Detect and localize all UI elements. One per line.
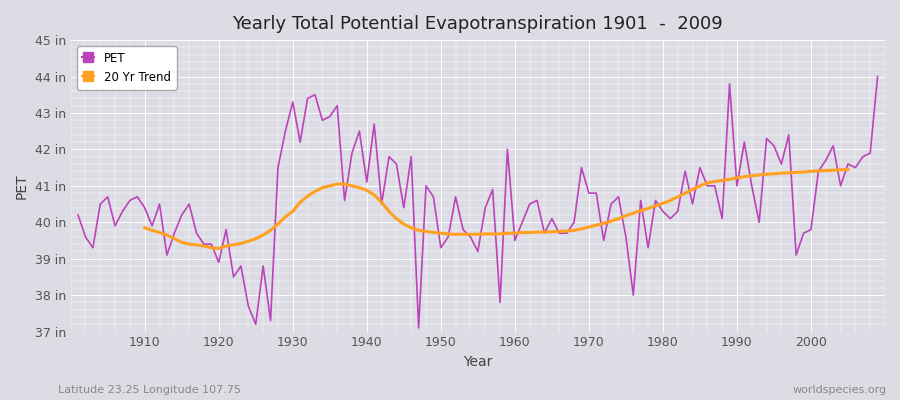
Text: worldspecies.org: worldspecies.org bbox=[792, 385, 886, 395]
X-axis label: Year: Year bbox=[464, 355, 492, 369]
Legend: PET, 20 Yr Trend: PET, 20 Yr Trend bbox=[76, 46, 176, 90]
Y-axis label: PET: PET bbox=[15, 173, 29, 199]
Text: Latitude 23.25 Longitude 107.75: Latitude 23.25 Longitude 107.75 bbox=[58, 385, 241, 395]
Title: Yearly Total Potential Evapotranspiration 1901  -  2009: Yearly Total Potential Evapotranspiratio… bbox=[232, 15, 724, 33]
